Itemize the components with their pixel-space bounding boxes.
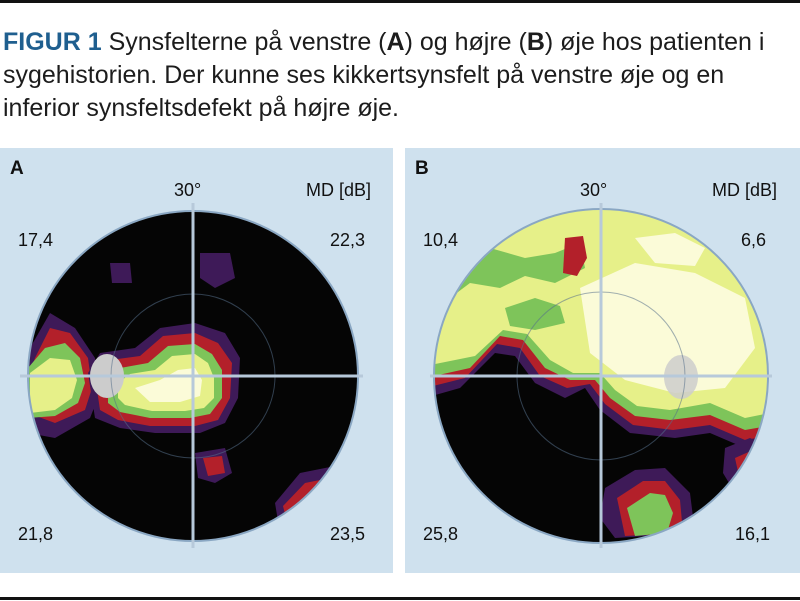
panel-a: A 30° MD [dB] 17,4 22,3 21,8 23,5 [0,148,393,573]
field-heatmap-a [28,211,358,541]
panel-b: B 30° MD [dB] 10,4 6,6 25,8 16,1 [405,148,800,573]
caption-text-1: Synsfelterne på venstre ( [101,28,387,56]
md-label-a: MD [dB] [306,180,372,200]
md-bottom-right-a: 23,5 [330,524,366,544]
visual-field-map-a [20,203,363,548]
md-bottom-left-a: 21,8 [18,524,54,544]
visual-field-map-b [430,203,772,548]
md-top-right-a: 22,3 [330,230,366,250]
md-top-left-a: 17,4 [18,230,54,250]
field-heatmap-b [434,209,768,543]
panel-b-label: B [415,158,429,179]
md-top-right-b: 6,6 [741,230,767,250]
md-label-b: MD [dB] [712,180,778,200]
top-rule [0,0,800,3]
md-top-left-b: 10,4 [423,230,459,250]
caption-text-3: ) øje hos patienten i sygehistorien. Der… [3,28,765,122]
figure-caption: FIGUR 1 Synsfelterne på venstre (A) og h… [3,26,793,125]
degree-label-a: 30° [174,180,202,200]
caption-ref-b: B [526,28,545,56]
caption-ref-a: A [386,28,405,56]
panel-a-label: A [10,158,24,179]
caption-text-2: ) og højre ( [404,28,527,56]
figure-label: FIGUR 1 [3,28,102,56]
bottom-rule [0,597,800,600]
degree-label-b: 30° [580,180,608,200]
md-bottom-right-b: 16,1 [735,524,771,544]
md-bottom-left-b: 25,8 [423,524,459,544]
